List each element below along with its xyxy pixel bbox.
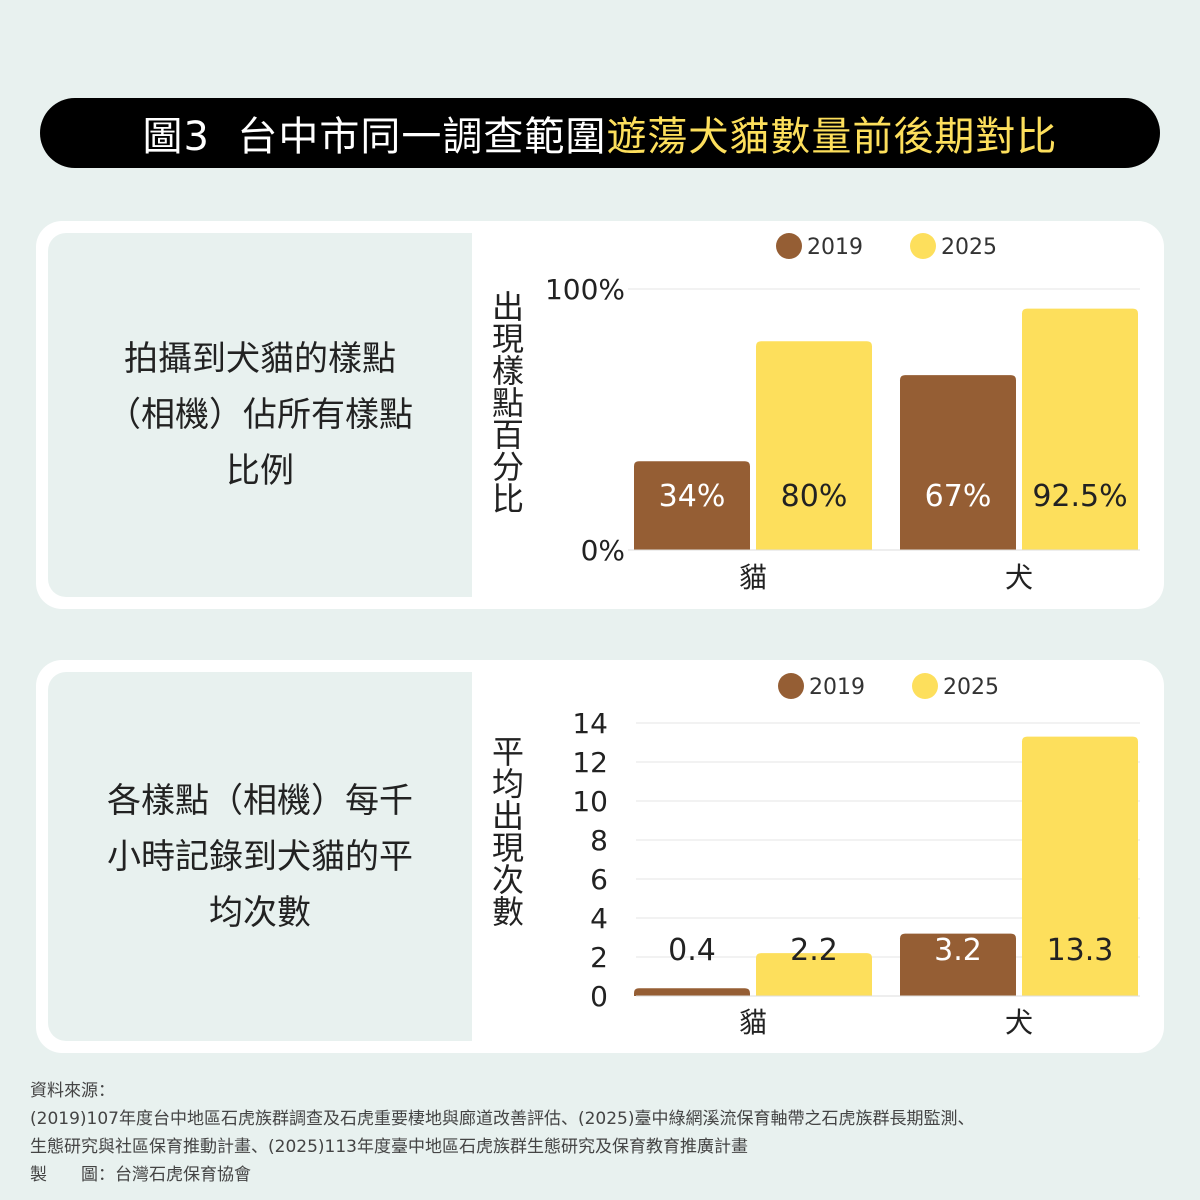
data-label: 0.4: [668, 933, 716, 968]
data-label: 2.2: [790, 933, 838, 968]
y-tick-label: 6: [590, 863, 608, 896]
page-title: 圖3 台中市同一調查範圍 遊蕩犬貓數量前後期對比: [40, 98, 1160, 168]
data-label: 67%: [925, 479, 992, 514]
y-tick-label: 8: [590, 824, 608, 857]
x-category-label: 貓: [739, 1006, 767, 1039]
panel-description: 各樣點（相機）每千小時記錄到犬貓的平均次數: [107, 780, 413, 933]
data-label: 13.3: [1047, 933, 1114, 968]
legend-label-2019: 2019: [809, 675, 865, 700]
data-label: 80%: [781, 479, 848, 514]
y-tick-label: 10: [572, 785, 608, 818]
source-line: (2019)107年度台中地區石虎族群調查及石虎重要棲地與廊道改善評估、(202…: [30, 1109, 975, 1129]
y-tick-label: 12: [572, 746, 608, 779]
legend-label-2025: 2025: [941, 235, 997, 260]
data-label: 92.5%: [1032, 479, 1127, 514]
y-tick-label: 4: [590, 902, 608, 935]
bar-2019-犬: [900, 375, 1016, 550]
data-label: 34%: [659, 479, 726, 514]
title-prefix: 圖3 台中市同一調查範圍: [142, 114, 607, 160]
panel-description: 拍攝到犬貓的樣點（相機）佔所有樣點比例: [107, 339, 413, 491]
x-category-label: 犬: [1005, 561, 1033, 594]
y-axis-title: 出現樣點百分比: [487, 290, 525, 514]
source-heading: 資料來源：: [30, 1081, 115, 1101]
bar-2019-犬: [900, 933, 1016, 996]
legend-label-2025: 2025: [943, 675, 999, 700]
legend-swatch-2019: [778, 673, 804, 699]
source-notes: 資料來源： (2019)107年度台中地區石虎族群調查及石虎重要棲地與廊道改善評…: [30, 1077, 975, 1189]
y-tick-label: 14: [572, 707, 608, 740]
bar-2025-犬: [1022, 308, 1138, 550]
bar-2025-貓: [756, 341, 872, 550]
y-tick-label: 0: [590, 980, 608, 1013]
legend-swatch-2025: [910, 233, 936, 259]
bar-2019-貓: [634, 988, 750, 996]
title-highlight: 遊蕩犬貓數量前後期對比: [606, 114, 1058, 160]
chart-panel-frequency: 各樣點（相機）每千小時記錄到犬貓的平均次數: [36, 660, 1164, 1053]
x-category-label: 貓: [739, 561, 767, 594]
source-line: 生態研究與社區保育推動計畫、(2025)113年度臺中地區石虎族群生態研究及保育…: [30, 1137, 748, 1157]
description-box: 各樣點（相機）每千小時記錄到犬貓的平均次數: [48, 672, 472, 1041]
description-box: 拍攝到犬貓的樣點（相機）佔所有樣點比例: [48, 233, 472, 597]
y-tick-label: 100%: [545, 273, 625, 306]
x-category-label: 犬: [1005, 1006, 1033, 1039]
legend-label-2019: 2019: [807, 235, 863, 260]
bar-2025-貓: [756, 953, 872, 996]
bar-2019-貓: [634, 461, 750, 550]
legend-swatch-2019: [776, 233, 802, 259]
y-tick-label: 0%: [581, 534, 625, 567]
data-label: 3.2: [934, 933, 982, 968]
bar-2025-犬: [1022, 736, 1138, 996]
legend-swatch-2025: [912, 673, 938, 699]
y-axis-title: 平均出現次數: [487, 735, 525, 927]
credit-line: 製 圖：台灣石虎保育協會: [30, 1165, 251, 1185]
y-tick-label: 2: [590, 941, 608, 974]
